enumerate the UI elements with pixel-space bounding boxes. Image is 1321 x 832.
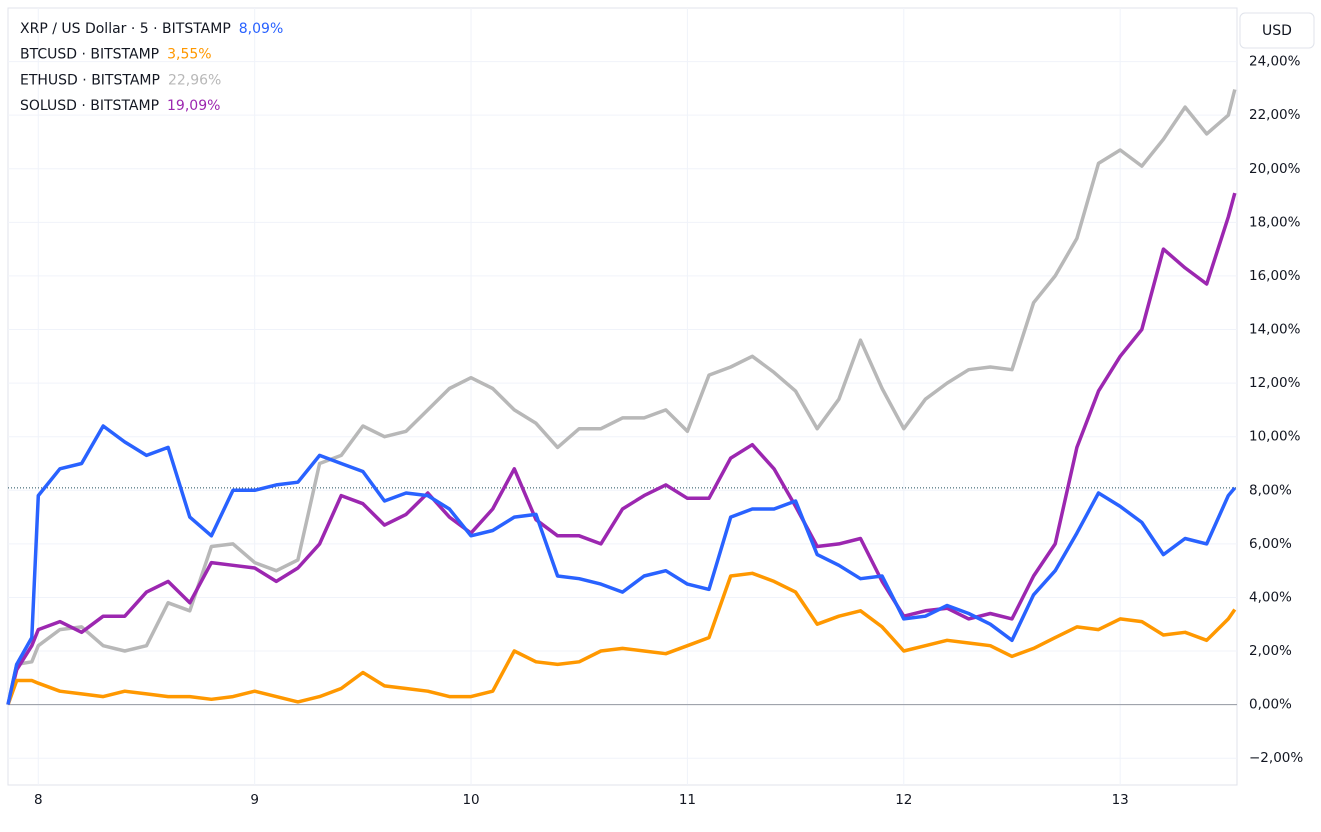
- legend-name: BTCUSD · BITSTAMP: [20, 47, 159, 63]
- y-tick-label: 20,00%: [1249, 161, 1301, 177]
- series-line: [6, 424, 1237, 705]
- y-tick-label: 16,00%: [1249, 268, 1301, 284]
- y-tick-label: −2,00%: [1249, 750, 1303, 766]
- plot-frame: [7, 7, 1238, 786]
- legend-name: XRP / US Dollar · 5 · BITSTAMP: [20, 21, 231, 37]
- y-tick-label: 10,00%: [1249, 429, 1301, 445]
- legend-name: SOLUSD · BITSTAMP: [20, 98, 159, 114]
- y-tick-label: 2,00%: [1249, 643, 1292, 659]
- currency-button[interactable]: [1239, 12, 1315, 49]
- y-tick-label: 22,00%: [1249, 107, 1301, 123]
- x-tick-label: 8: [34, 792, 43, 808]
- y-tick-label: 4,00%: [1249, 589, 1292, 605]
- legend-value: 22,96%: [168, 72, 221, 88]
- currency-label[interactable]: USD: [1262, 23, 1292, 39]
- y-tick-label: 14,00%: [1249, 322, 1301, 338]
- y-tick-label: 8,00%: [1249, 482, 1292, 498]
- y-tick-label: 0,00%: [1249, 697, 1292, 713]
- x-tick-label: 10: [462, 792, 479, 808]
- y-tick-label: 18,00%: [1249, 214, 1301, 230]
- series-line: [6, 89, 1237, 705]
- y-tick-label: 24,00%: [1249, 54, 1301, 70]
- legend-name: ETHUSD · BITSTAMP: [20, 72, 160, 88]
- x-tick-label: 13: [1112, 792, 1129, 808]
- x-tick-label: 9: [250, 792, 259, 808]
- legend-value: 3,55%: [167, 47, 211, 63]
- x-tick-label: 11: [679, 792, 696, 808]
- legend-value: 8,09%: [239, 21, 283, 37]
- y-tick-label: 12,00%: [1249, 375, 1301, 391]
- series-line: [6, 571, 1237, 706]
- legend-value: 19,09%: [167, 98, 220, 114]
- series-line: [6, 192, 1237, 706]
- x-tick-label: 12: [895, 792, 912, 808]
- y-tick-label: 6,00%: [1249, 536, 1292, 552]
